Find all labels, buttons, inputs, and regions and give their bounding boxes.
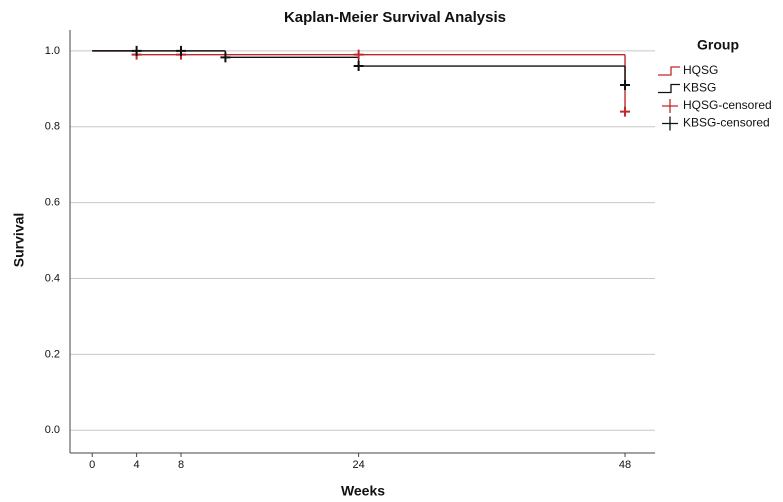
y-tick-label: 0.0 [45, 424, 60, 436]
x-tick-label: 0 [89, 459, 95, 471]
censor-mark [220, 52, 231, 63]
survival-step [357, 57, 626, 67]
x-tick-label: 48 [619, 459, 631, 471]
censor-mark [620, 80, 631, 91]
censor-mark [176, 45, 187, 56]
y-axis-label: Survival [11, 213, 27, 267]
x-axis-label: Weeks [341, 483, 385, 499]
y-tick-label: 0.2 [45, 348, 60, 360]
legend-symbol [662, 116, 678, 131]
censor-mark [131, 45, 142, 56]
censor-mark [353, 49, 364, 60]
censor-mark [620, 106, 631, 117]
censor-mark [353, 61, 364, 72]
legend-label: HQSG-censored [683, 98, 772, 112]
y-tick-label: 0.8 [45, 121, 60, 133]
x-tick-label: 24 [352, 459, 364, 471]
legend-symbol [662, 99, 678, 113]
x-tick-label: 4 [134, 459, 140, 471]
legend-symbol [658, 83, 680, 94]
y-tick-label: 0.4 [45, 272, 60, 284]
chart-title: Kaplan-Meier Survival Analysis [284, 9, 506, 26]
y-tick-label: 1.0 [45, 45, 60, 57]
legend-label: KBSG [683, 81, 716, 95]
x-tick-label: 8 [178, 459, 184, 471]
legend-label: KBSG-censored [683, 116, 770, 130]
legend-title: Group [697, 37, 739, 53]
legend-symbol [658, 66, 680, 76]
legend-label: HQSG [683, 63, 718, 77]
y-tick-label: 0.6 [45, 197, 60, 209]
